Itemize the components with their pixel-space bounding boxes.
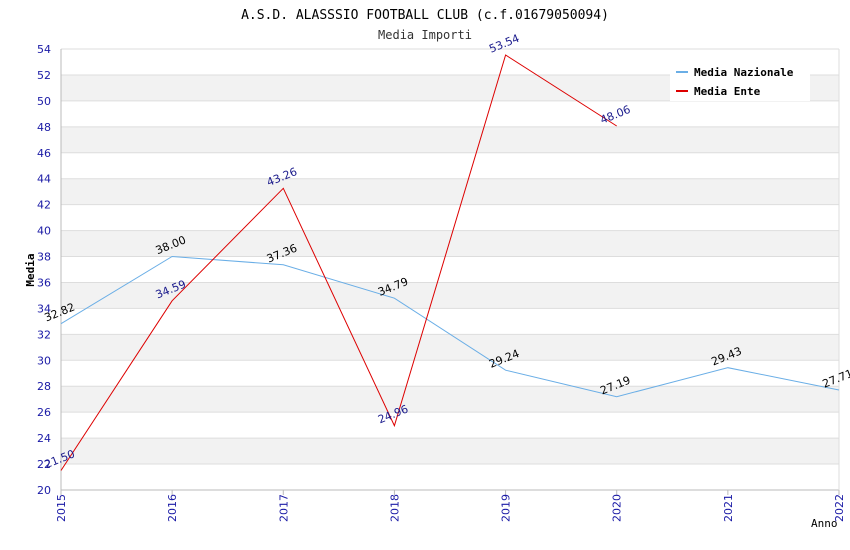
y-tick-label: 26	[37, 406, 51, 419]
y-tick-label: 48	[37, 121, 51, 134]
series-line-2	[60, 54, 617, 471]
data-label-2: 53.54	[487, 32, 521, 56]
y-tick-label: 32	[37, 328, 51, 341]
series-line-1	[60, 255, 840, 398]
axes	[60, 49, 840, 495]
grid-band	[61, 126, 839, 153]
x-tick-label: 2015	[55, 494, 68, 522]
y-tick-label: 44	[37, 173, 51, 186]
y-tick-label: 52	[37, 69, 51, 82]
y-tick-label: 50	[37, 95, 51, 108]
background-bands	[61, 74, 839, 465]
legend-label: Media Nazionale	[694, 66, 794, 79]
y-tick-label: 20	[37, 484, 51, 497]
y-tick-label: 34	[37, 302, 51, 315]
x-tick-label: 2017	[277, 494, 290, 522]
legend-box	[670, 61, 810, 101]
grid-band	[61, 386, 839, 413]
grid-band	[61, 230, 839, 257]
grid-band	[61, 178, 839, 205]
gridlines	[61, 48, 839, 491]
y-tick-label: 54	[37, 43, 51, 56]
x-tick-labels: 2015 2016 2017 2018 2019 2020 2021 2022	[55, 494, 846, 522]
grid-band	[61, 334, 839, 361]
x-tick-label: 2019	[500, 494, 513, 522]
y-tick-label: 22	[37, 458, 51, 471]
chart-title: A.S.D. ALASSSIO FOOTBALL CLUB (c.f.01679…	[241, 8, 609, 23]
y-tick-label: 38	[37, 251, 51, 264]
data-label-2: 21.50	[43, 447, 77, 471]
y-tick-label: 42	[37, 199, 51, 212]
x-tick-label: 2016	[166, 494, 179, 522]
y-tick-label: 36	[37, 276, 51, 289]
x-axis-label: Anno	[811, 517, 838, 530]
y-tick-labels: 20 22 24 26 28 30 32 34 36 38 40 42 44 46 48 50 52 54	[37, 43, 51, 497]
y-tick-label: 46	[37, 147, 51, 160]
series-lines	[60, 54, 840, 471]
grid-band	[61, 282, 839, 309]
y-tick-label: 30	[37, 354, 51, 367]
y-tick-label: 40	[37, 225, 51, 238]
legend-label: Media Ente	[694, 85, 761, 98]
y-axis-label: Media	[24, 253, 37, 286]
y-tick-label: 24	[37, 432, 51, 445]
grid-band	[61, 438, 839, 465]
x-tick-label: 2018	[388, 494, 401, 522]
x-tick-label: 2020	[611, 494, 624, 522]
legend: Media Nazionale Media Ente	[670, 61, 810, 101]
x-tick-label: 2021	[722, 494, 735, 522]
chart-subtitle: Media Importi	[378, 28, 472, 42]
data-label-2: 48.06	[598, 103, 632, 127]
x-tick-label: 2022	[833, 494, 846, 522]
y-tick-label: 28	[37, 380, 51, 393]
